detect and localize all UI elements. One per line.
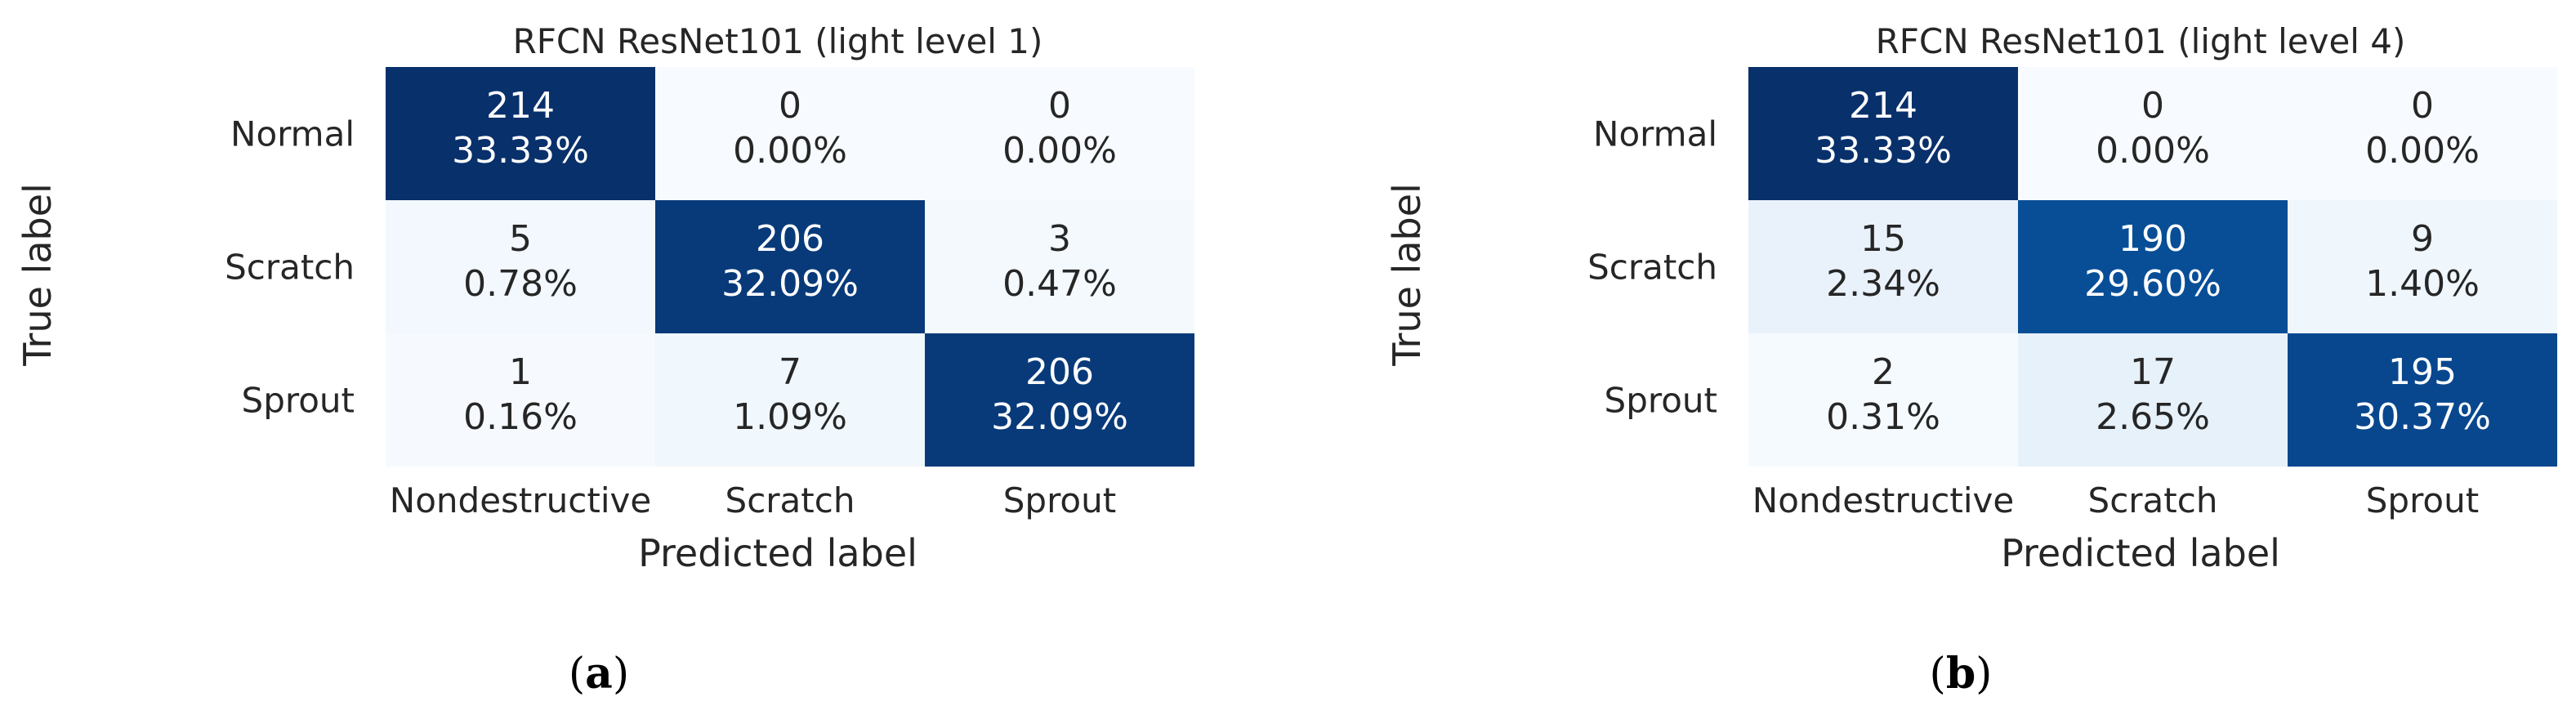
heatmap-cell: [925, 200, 1194, 333]
cell-percent-label: 0.00%: [2096, 130, 2210, 172]
cell-percent-label: 0.31%: [1826, 396, 1940, 438]
y-axis-label-b: True label: [1385, 183, 1429, 367]
cell-count-label: 3: [1048, 218, 1071, 260]
cell-count-label: 0: [1048, 85, 1071, 127]
cell-percent-label: 32.09%: [721, 263, 859, 305]
x-tick-label: Scratch: [2088, 480, 2218, 520]
y-ticks-a: Normal Scratch Sprout: [225, 114, 355, 421]
x-tick-label: Sprout: [2366, 480, 2479, 520]
cell-count-label: 0: [779, 85, 801, 127]
cell-percent-label: 33.33%: [452, 130, 589, 172]
caption-a: (a): [569, 649, 629, 699]
heatmap-cell: [1748, 333, 2018, 467]
cell-count-label: 7: [779, 351, 801, 393]
heatmap-cell: [2288, 200, 2557, 333]
cell-percent-label: 0.00%: [2365, 130, 2480, 172]
y-tick-label: Normal: [1593, 114, 1717, 154]
heatmap-cell: [386, 200, 655, 333]
heatmap-cell: [2018, 200, 2288, 333]
cell-count-label: 5: [509, 218, 532, 260]
heatmap-cell: [925, 67, 1194, 200]
heatmap-cell: [1748, 67, 2018, 200]
x-ticks-a: Nondestructive Scratch Sprout: [390, 480, 1116, 520]
x-tick-label: Nondestructive: [390, 480, 651, 520]
cell-percent-label: 0.47%: [1002, 263, 1117, 305]
heatmap-cell: [386, 333, 655, 467]
cell-count-label: 206: [756, 218, 824, 260]
cell-percent-label: 0.00%: [733, 130, 847, 172]
cell-percent-label: 2.34%: [1826, 263, 1940, 305]
cell-percent-label: 2.65%: [2096, 396, 2210, 438]
cells-b: 21433.33%00.00%00.00%152.34%19029.60%91.…: [1748, 67, 2557, 467]
cell-percent-label: 1.09%: [733, 396, 847, 438]
cell-percent-label: 0.78%: [463, 263, 578, 305]
x-axis-label-b: Predicted label: [2001, 531, 2280, 575]
cell-count-label: 214: [486, 85, 555, 127]
confusion-matrix-b: RFCN ResNet101 (light level 4) 21433.33%…: [1385, 21, 2557, 699]
heatmap-cell: [2288, 67, 2557, 200]
cell-percent-label: 30.37%: [2354, 396, 2491, 438]
x-tick-label: Scratch: [725, 480, 855, 520]
cell-percent-label: 0.16%: [463, 396, 578, 438]
y-tick-label: Scratch: [1587, 248, 1717, 288]
cell-count-label: 0: [2411, 85, 2434, 127]
heatmap-cell: [386, 67, 655, 200]
heatmap-cell: [925, 333, 1194, 467]
cell-percent-label: 33.33%: [1815, 130, 1952, 172]
confusion-matrix-a: RFCN ResNet101 (light level 1) 21433.33%…: [16, 21, 1194, 699]
heatmap-cell: [655, 200, 925, 333]
cell-count-label: 1: [509, 351, 532, 393]
y-axis-label-a: True label: [16, 183, 60, 367]
cells-a: 21433.33%00.00%00.00%50.78%20632.09%30.4…: [386, 67, 1194, 467]
heatmap-cell: [2018, 67, 2288, 200]
chart-title-b: RFCN ResNet101 (light level 4): [1876, 21, 2406, 61]
y-ticks-b: Normal Scratch Sprout: [1587, 114, 1717, 421]
x-axis-label-a: Predicted label: [638, 531, 917, 575]
y-tick-label: Scratch: [225, 248, 355, 288]
heatmap-cell: [655, 67, 925, 200]
heatmap-cell: [655, 333, 925, 467]
cell-percent-label: 1.40%: [2365, 263, 2480, 305]
y-tick-label: Sprout: [242, 381, 355, 421]
heatmap-cell: [2018, 333, 2288, 467]
cell-count-label: 214: [1849, 85, 1917, 127]
x-tick-label: Sprout: [1003, 480, 1116, 520]
cell-count-label: 195: [2388, 351, 2457, 393]
cell-percent-label: 29.60%: [2084, 263, 2221, 305]
y-tick-label: Sprout: [1605, 381, 1717, 421]
cell-percent-label: 32.09%: [991, 396, 1128, 438]
cell-count-label: 17: [2130, 351, 2176, 393]
cell-percent-label: 0.00%: [1002, 130, 1117, 172]
chart-title-a: RFCN ResNet101 (light level 1): [513, 21, 1043, 61]
cell-count-label: 190: [2118, 218, 2187, 260]
cell-count-label: 2: [1872, 351, 1895, 393]
cell-count-label: 15: [1860, 218, 1906, 260]
cell-count-label: 0: [2141, 85, 2164, 127]
heatmap-cell: [1748, 200, 2018, 333]
cell-count-label: 9: [2411, 218, 2434, 260]
caption-b: (b): [1930, 649, 1993, 699]
heatmap-cell: [2288, 333, 2557, 467]
x-ticks-b: Nondestructive Scratch Sprout: [1752, 480, 2479, 520]
x-tick-label: Nondestructive: [1752, 480, 2014, 520]
y-tick-label: Normal: [230, 114, 355, 154]
cell-count-label: 206: [1025, 351, 1094, 393]
